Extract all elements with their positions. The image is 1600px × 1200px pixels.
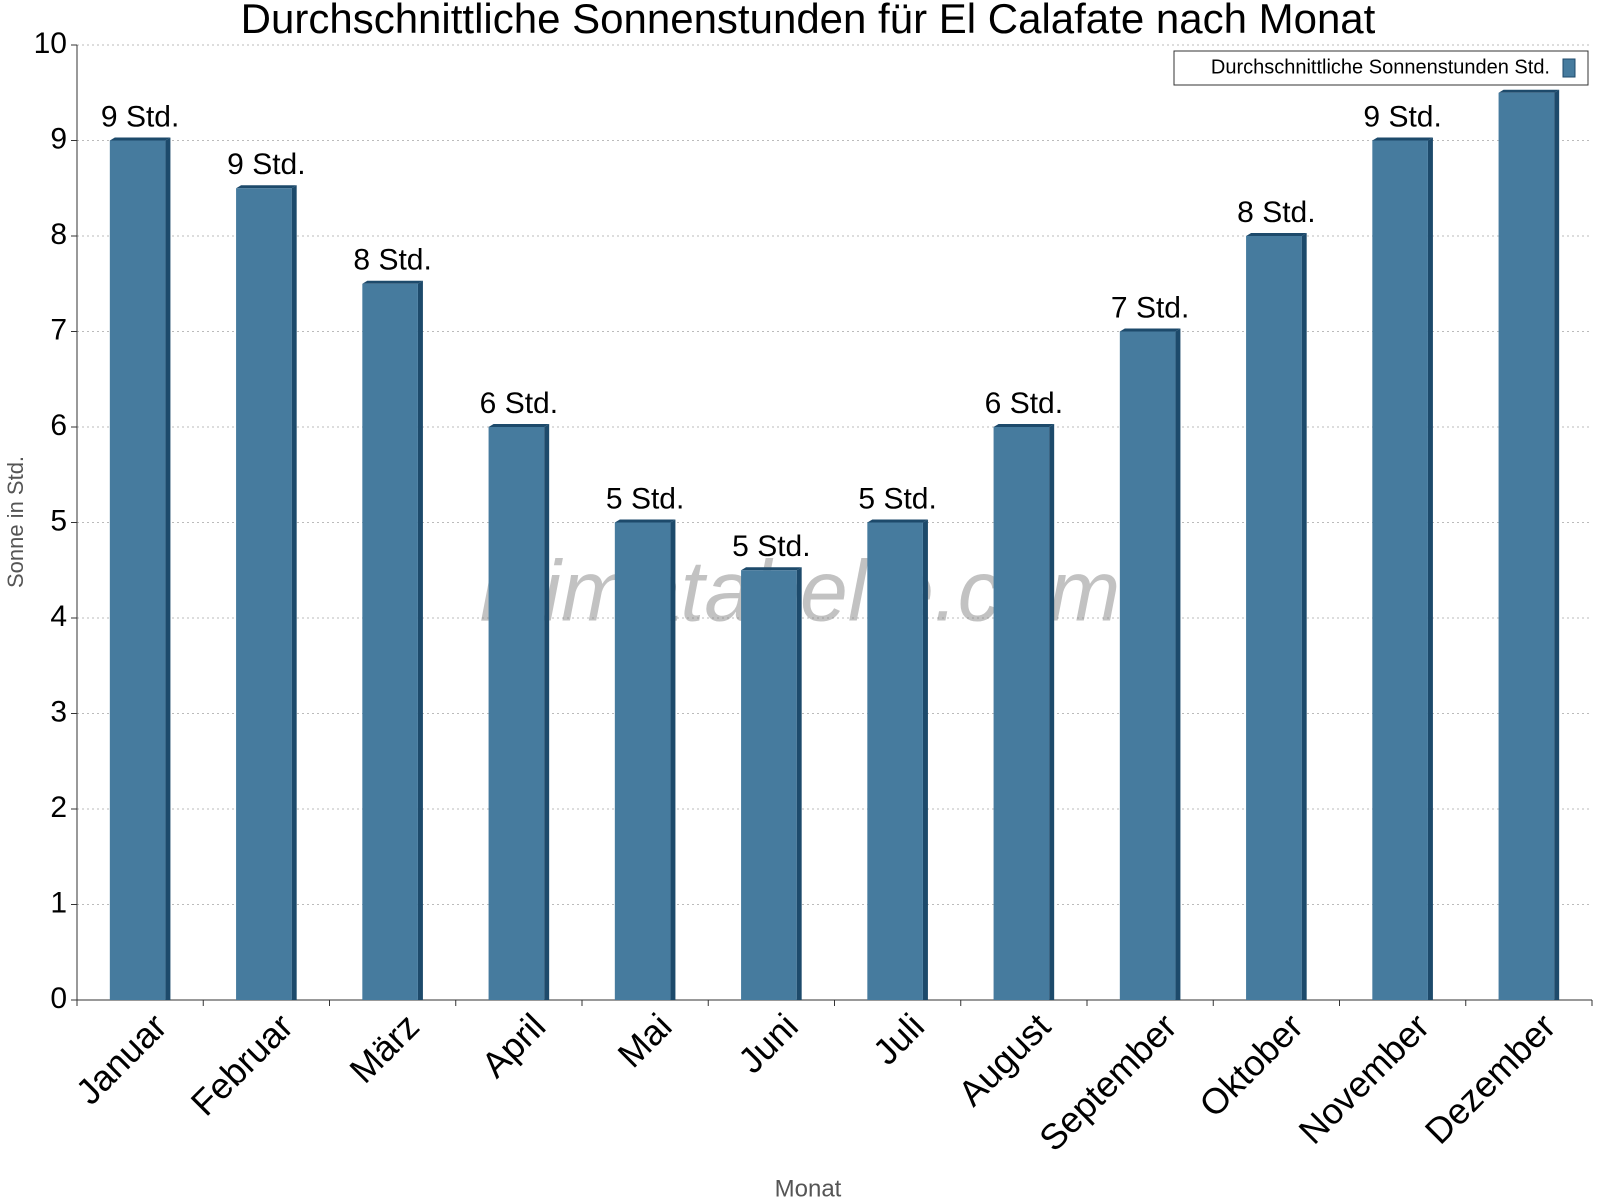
x-tick-label: März — [341, 1005, 427, 1091]
y-tick-label: 1 — [50, 886, 67, 919]
bar — [488, 427, 545, 1000]
bar — [1498, 92, 1555, 1000]
bar-top — [741, 567, 802, 571]
bar-side — [165, 137, 171, 1000]
bar-side — [670, 519, 676, 1000]
y-tick-label: 7 — [50, 313, 67, 346]
y-tick-label: 3 — [50, 695, 67, 728]
x-axis-label: Monat — [775, 1175, 842, 1200]
bar-top — [614, 519, 676, 523]
x-tick-label: Mai — [609, 1005, 679, 1075]
bar-top — [1372, 137, 1433, 141]
bar-side — [1427, 137, 1433, 1000]
legend-label: Durchschnittliche Sonnenstunden Std. — [1211, 56, 1550, 78]
y-axis-label: Sonne in Std. — [3, 456, 28, 588]
bar — [109, 140, 166, 1000]
data-label: 9 Std. — [1363, 100, 1441, 133]
bar — [1372, 140, 1428, 1000]
y-tick-label: 5 — [50, 504, 67, 537]
y-tick-label: 4 — [50, 600, 67, 633]
data-label: 9 Std. — [227, 148, 305, 181]
bar-top — [1119, 328, 1181, 332]
bar-top — [109, 137, 171, 141]
y-tick-label: 0 — [50, 982, 67, 1015]
legend-swatch — [1562, 58, 1576, 78]
bar-side — [1301, 233, 1307, 1000]
data-label: 8 Std. — [1237, 196, 1315, 229]
bar-top — [488, 424, 550, 427]
data-label: 6 Std. — [985, 387, 1063, 420]
bar — [1246, 236, 1302, 1000]
bar-top — [362, 280, 423, 284]
x-tick-label: November — [1291, 1005, 1437, 1151]
y-tick-label: 6 — [50, 409, 67, 442]
x-tick-label: April — [473, 1005, 553, 1085]
data-label: 5 Std. — [732, 530, 810, 563]
chart-title: Durchschnittliche Sonnenstunden für El C… — [241, 0, 1376, 42]
bar — [1119, 331, 1176, 1000]
y-tick-label: 8 — [50, 218, 67, 251]
y-tick-label: 2 — [50, 791, 67, 824]
x-tick-label: Juni — [730, 1005, 806, 1081]
bar-side — [291, 185, 297, 1000]
data-label: 8 Std. — [353, 244, 431, 277]
bar — [867, 522, 923, 1000]
bar-top — [236, 185, 297, 189]
bar — [236, 188, 292, 1000]
bar-side — [796, 567, 802, 1000]
y-tick-label: 10 — [34, 27, 67, 60]
data-label: 5 Std. — [858, 482, 936, 515]
x-tick-label: August — [950, 1005, 1058, 1113]
bar-side — [922, 519, 928, 1000]
bar-top — [1246, 233, 1307, 236]
bar-side — [1554, 89, 1560, 1000]
x-tick-label: Oktober — [1191, 1005, 1311, 1125]
data-label: 6 Std. — [480, 387, 558, 420]
bar-side — [1175, 328, 1181, 1000]
bar — [614, 522, 671, 1000]
bar — [993, 427, 1050, 1000]
y-tick-label: 9 — [50, 122, 67, 155]
bar-top — [867, 519, 928, 523]
bar-side — [1049, 424, 1055, 1000]
x-tick-label: September — [1031, 1005, 1185, 1159]
data-label: 5 Std. — [606, 482, 684, 515]
bar-top — [1498, 89, 1560, 93]
x-tick-label: Dezember — [1417, 1005, 1563, 1151]
bar — [362, 283, 418, 1000]
bar — [741, 570, 797, 1000]
x-tick-label: Juli — [865, 1005, 932, 1072]
legend-box — [1173, 50, 1589, 86]
bar-side — [544, 424, 550, 1000]
bar-side — [417, 280, 423, 1000]
x-tick-label: Februar — [183, 1005, 301, 1123]
legend: Durchschnittliche Sonnenstunden Std. — [1173, 50, 1589, 86]
x-tick-label: Januar — [68, 1005, 175, 1112]
data-label: 9 Std. — [101, 100, 179, 133]
bar-top — [993, 424, 1055, 427]
data-label: 7 Std. — [1111, 291, 1189, 324]
